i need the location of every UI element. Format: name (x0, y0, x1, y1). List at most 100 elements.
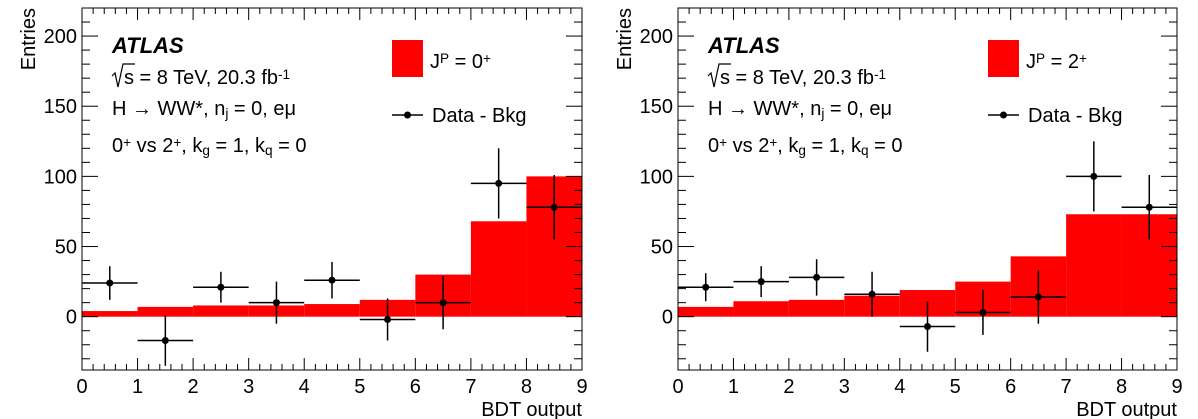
energy-text: = 8 TeV, 20.3 fb (134, 67, 278, 89)
histogram-bin (788, 299, 845, 317)
legend-histogram-swatch (392, 40, 423, 77)
legend-spin: = 0 (449, 51, 483, 73)
legend-data-label: Data - Bkg (1028, 105, 1122, 127)
legend-p: P (1036, 51, 1045, 66)
legend-p: P (440, 51, 449, 66)
hyp-b-parity: + (173, 135, 181, 150)
legend-data-marker (404, 111, 411, 119)
y-tick-label: 50 (55, 237, 77, 259)
x-tick-label: 6 (1005, 376, 1016, 398)
legend: JP = 2+ Data - Bkg (988, 40, 1122, 127)
data-point (384, 315, 392, 323)
y-tick-label: 100 (44, 166, 77, 188)
hypothesis-label: 0+ vs 2+, kg = 1, kq = 0 (112, 135, 306, 158)
channel-tail: = 0, eμ (228, 98, 296, 120)
hyp-mid: vs 2 (727, 135, 769, 157)
legend-parity: + (483, 51, 491, 66)
data-point (217, 283, 225, 291)
data-point (439, 299, 447, 307)
histogram-bin (733, 301, 789, 317)
x-tick-label: 4 (894, 376, 905, 398)
x-tick-label: 8 (1116, 376, 1127, 398)
channel-text: H → WW*, n (112, 98, 225, 120)
y-tick-label: 0 (662, 307, 673, 329)
sqrt-symbol (111, 63, 135, 88)
legend-j: J (430, 51, 440, 73)
hyp-a: 0 (112, 135, 123, 157)
hyp-a: 0 (708, 135, 719, 157)
x-tick-label: 9 (576, 376, 587, 398)
x-tick-label: 5 (950, 376, 961, 398)
y-axis-label: Entries (18, 8, 40, 70)
kq-value: = 0 (273, 135, 307, 157)
lumi-exponent: -1 (874, 67, 886, 82)
hyp-mid: vs 2 (131, 135, 173, 157)
y-tick-label: 50 (651, 237, 673, 259)
legend-histogram-swatch (988, 40, 1019, 77)
channel-label: H → WW*, nj = 0, eμ (112, 98, 296, 121)
lumi-exponent: -1 (278, 67, 290, 82)
x-tick-label: 2 (783, 376, 794, 398)
data-point (272, 299, 280, 307)
data-point (979, 308, 987, 316)
njets-subscript: j (224, 106, 228, 121)
hyp-a-parity: + (123, 135, 131, 150)
data-point (702, 283, 710, 291)
data-point (757, 278, 765, 286)
x-tick-label: 5 (354, 376, 365, 398)
y-tick-label: 200 (640, 26, 673, 48)
channel-label: H → WW*, nj = 0, eμ (708, 98, 892, 121)
energy-lumi-label: s = 8 TeV, 20.3 fb-1 (124, 67, 290, 89)
kq-subscript: q (265, 143, 273, 158)
kg-subscript: g (202, 143, 210, 158)
energy-lumi-label: s = 8 TeV, 20.3 fb-1 (720, 67, 886, 89)
x-tick-label: 8 (521, 376, 532, 398)
experiment-label: ATLAS (707, 33, 780, 58)
data-point (495, 179, 503, 187)
kq-subscript: q (861, 143, 869, 158)
x-tick-label: 0 (672, 376, 683, 398)
x-tick-label: 3 (839, 376, 850, 398)
y-axis-label: Entries (614, 8, 636, 70)
histogram-bin (82, 311, 138, 317)
legend-parity: + (1079, 51, 1087, 66)
histogram-bin (470, 221, 527, 317)
energy-text: = 8 TeV, 20.3 fb (730, 67, 874, 89)
data-point (924, 323, 931, 331)
experiment-label: ATLAS (111, 33, 184, 58)
x-tick-label: 3 (243, 376, 254, 398)
legend-spin: = 2 (1045, 51, 1079, 73)
data-point (161, 337, 169, 345)
x-tick-label: 1 (728, 376, 739, 398)
channel-text: H → WW*, n (708, 98, 821, 120)
plot-frame (677, 7, 1178, 371)
y-tick-label: 150 (640, 96, 673, 118)
x-tick-label: 6 (410, 376, 421, 398)
hypothesis-label: 0+ vs 2+, kg = 1, kq = 0 (708, 135, 902, 158)
kg-subscript: g (798, 143, 806, 158)
x-tick-label: 0 (76, 376, 87, 398)
y-tick-label: 0 (66, 307, 77, 329)
legend-histogram-label: JP = 2+ (1026, 51, 1087, 73)
legend-data-marker (1000, 111, 1007, 119)
kg-value: = 1, k (806, 135, 862, 157)
sqrt-s: s (720, 67, 730, 89)
legend-j: J (1026, 51, 1036, 73)
annotations: ATLAS s = 8 TeV, 20.3 fb-1 H → WW*, nj = 0… (707, 33, 902, 158)
kg-value: = 1, k (210, 135, 266, 157)
y-tick-label: 100 (640, 166, 673, 188)
histogram-bin (678, 306, 734, 317)
x-tick-label: 2 (188, 376, 199, 398)
kg-text: , k (777, 135, 799, 157)
histogram-bin (1066, 214, 1122, 317)
data-point (550, 203, 558, 211)
histogram-bin (193, 305, 249, 317)
